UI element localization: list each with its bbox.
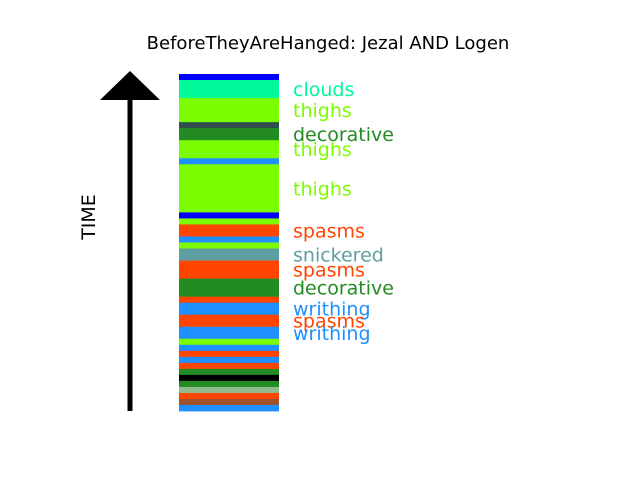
strip-segment-3 bbox=[179, 122, 279, 129]
strip-segment-31 bbox=[179, 404, 279, 412]
strip-segment-19 bbox=[179, 326, 279, 340]
word-label-spasms: spasms bbox=[293, 311, 365, 333]
word-label-decorative: decorative bbox=[293, 278, 394, 300]
strip-segment-5 bbox=[179, 140, 279, 159]
strip-segment-8 bbox=[179, 212, 279, 219]
strip-segment-16 bbox=[179, 296, 279, 304]
strip-segment-28 bbox=[179, 386, 279, 394]
strip-segment-24 bbox=[179, 362, 279, 370]
color-strip bbox=[179, 74, 279, 412]
strip-segment-12 bbox=[179, 242, 279, 249]
word-label-spasms: spasms bbox=[293, 221, 365, 243]
strip-segment-20 bbox=[179, 338, 279, 346]
word-label-snickered: snickered bbox=[293, 245, 384, 267]
strip-segment-2 bbox=[179, 98, 279, 123]
strip-segment-1 bbox=[179, 80, 279, 99]
word-label-thighs: thighs bbox=[293, 139, 352, 161]
word-label-clouds: clouds bbox=[293, 79, 354, 101]
word-label-writhing: writhing bbox=[293, 299, 371, 321]
strip-segment-29 bbox=[179, 392, 279, 400]
strip-segment-21 bbox=[179, 344, 279, 352]
word-labels: cloudsthighsdecorativethighsthighsspasms… bbox=[293, 79, 394, 345]
word-label-writhing: writhing bbox=[293, 323, 371, 345]
strip-segment-7 bbox=[179, 164, 279, 213]
strip-segment-4 bbox=[179, 128, 279, 141]
strip-segment-15 bbox=[179, 278, 279, 298]
strip-segment-30 bbox=[179, 398, 279, 406]
strip-segment-18 bbox=[179, 314, 279, 328]
strip-segment-27 bbox=[179, 380, 279, 388]
strip-segment-26 bbox=[179, 374, 279, 382]
strip-segment-14 bbox=[179, 260, 279, 279]
word-label-decorative: decorative bbox=[293, 124, 394, 146]
diagram-title: BeforeTheyAreHanged: Jezal AND Logen bbox=[147, 33, 510, 54]
strip-segment-11 bbox=[179, 236, 279, 243]
strip-segment-0 bbox=[179, 74, 279, 81]
time-axis-label: TIME bbox=[78, 194, 100, 241]
strip-segment-6 bbox=[179, 158, 279, 165]
word-label-thighs: thighs bbox=[293, 100, 352, 122]
word-label-spasms: spasms bbox=[293, 260, 365, 282]
strip-segment-23 bbox=[179, 356, 279, 364]
strip-segment-25 bbox=[179, 368, 279, 376]
strip-segment-17 bbox=[179, 302, 279, 316]
strip-segment-9 bbox=[179, 218, 279, 225]
time-arrow bbox=[100, 71, 160, 411]
time-arrow-head bbox=[100, 71, 160, 100]
word-label-thighs: thighs bbox=[293, 178, 352, 200]
strip-segment-22 bbox=[179, 350, 279, 358]
strip-segment-13 bbox=[179, 248, 279, 261]
strip-segment-10 bbox=[179, 224, 279, 237]
